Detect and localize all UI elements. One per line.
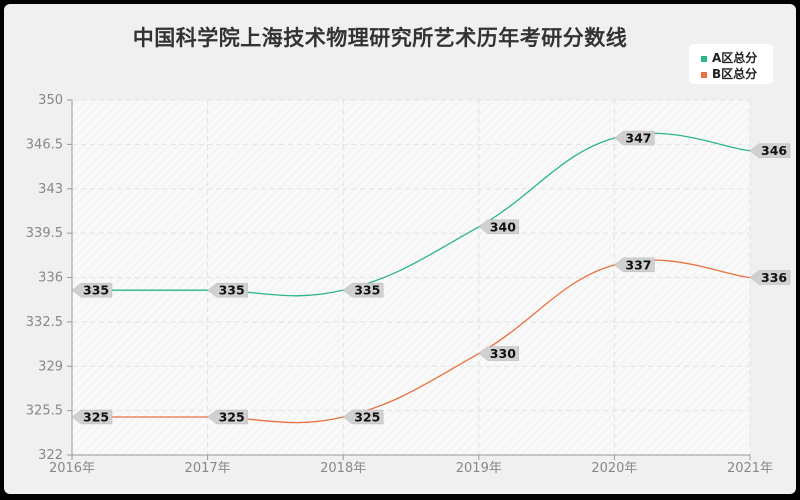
svg-text:336: 336: [761, 270, 787, 285]
legend-label-a: A区总分: [712, 51, 758, 65]
data-label: 335: [71, 283, 113, 298]
legend: A区总分 B区总分: [689, 44, 773, 84]
svg-text:335: 335: [219, 283, 245, 298]
svg-text:335: 335: [83, 283, 109, 298]
data-label: 346: [749, 143, 791, 158]
x-tick-label: 2019年: [456, 461, 502, 476]
svg-text:330: 330: [490, 346, 516, 361]
x-tick-label: 2017年: [185, 461, 231, 476]
y-tick-label: 339.5: [26, 226, 63, 241]
x-tick-label: 2020年: [591, 461, 637, 476]
x-tick-label: 2021年: [727, 461, 773, 476]
data-label: 330: [478, 346, 520, 361]
data-label: 335: [207, 283, 248, 298]
y-tick-label: 329: [38, 359, 63, 374]
legend-swatch-b: [701, 71, 707, 78]
y-tick-label: 325.5: [26, 404, 63, 419]
data-label: 325: [207, 409, 248, 424]
x-tick-label: 2016年: [49, 461, 95, 476]
svg-text:337: 337: [625, 257, 651, 272]
data-label: 335: [342, 283, 384, 298]
svg-text:325: 325: [354, 409, 380, 424]
y-tick-label: 350: [38, 93, 63, 108]
data-label: 347: [613, 131, 655, 146]
y-tick-label: 322: [38, 448, 63, 463]
chart-title: 中国科学院上海技术物理研究所艺术历年考研分数线: [132, 26, 628, 50]
data-label: 336: [749, 270, 791, 285]
y-tick-label: 346.5: [26, 137, 63, 152]
svg-text:340: 340: [490, 219, 516, 234]
data-label: 325: [342, 409, 384, 424]
svg-text:335: 335: [354, 283, 380, 298]
y-tick-label: 343: [38, 182, 63, 197]
y-tick-label: 336: [38, 271, 63, 286]
data-label: 325: [71, 409, 113, 424]
legend-label-b: B区总分: [712, 67, 758, 81]
data-label: 337: [613, 257, 655, 272]
y-tick-label: 332.5: [26, 315, 63, 330]
legend-item-a[interactable]: A区总分: [701, 49, 757, 66]
svg-text:325: 325: [219, 409, 245, 424]
x-tick-label: 2018年: [320, 461, 366, 476]
svg-text:346: 346: [761, 143, 787, 158]
legend-swatch-a: [701, 55, 707, 62]
svg-text:325: 325: [83, 409, 109, 424]
svg-text:347: 347: [625, 131, 651, 146]
legend-item-b[interactable]: B区总分: [701, 65, 757, 82]
data-label: 340: [478, 219, 520, 234]
